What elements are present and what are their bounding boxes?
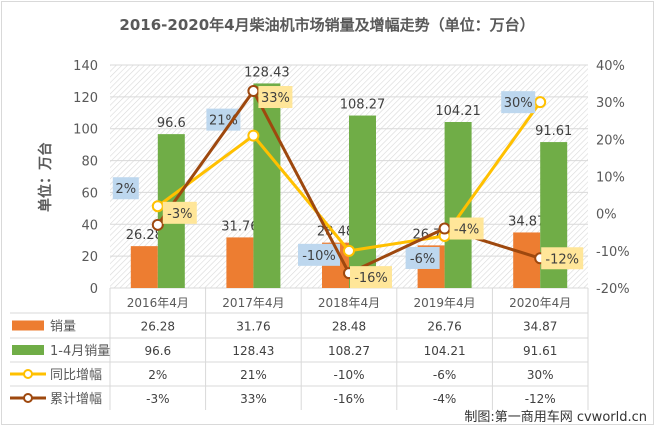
line-data-label-box [206,108,241,131]
y-tick-label: 0 [90,282,98,297]
credit-text: 制图:第一商用车网 cvworld.cn [464,410,647,425]
bar-data-label: 31.76 [221,219,258,234]
table-cell: -4% [433,392,456,406]
line-data-label-box [449,217,484,240]
table-cell: -12% [525,392,556,406]
table-cell: 104.21 [424,344,466,358]
line-data-label: -3% [167,207,192,222]
table-cell: 21% [240,368,267,382]
y-tick-label: 120 [73,91,98,106]
line-marker [151,200,164,213]
line-data-label-box [112,177,139,200]
table-cell: -16% [333,392,364,406]
line-data-label-box [541,247,584,270]
line-data-label-box [162,201,197,224]
x-category-label: 2016年4月 [127,296,189,310]
line-data-label: -4% [454,223,479,238]
bar-data-label: 108.27 [340,98,386,113]
x-category-label: 2017年4月 [222,296,284,310]
table-cell: -6% [433,368,456,382]
line-data-label: 2% [115,182,136,197]
legend-swatch [12,320,44,331]
line-data-label-box [501,91,536,114]
line-data-label: -12% [545,252,579,267]
bar-销量 [130,246,158,288]
line-marker [343,244,355,257]
line-marker [247,85,260,98]
bar-data-label: 91.61 [535,124,572,139]
bar-data-label: 34.87 [508,214,545,229]
table-cell: 28.48 [332,320,366,334]
table-cell: 33% [240,392,267,406]
y2-tick-label: -10% [596,245,630,260]
line-marker [247,129,260,142]
table-cell: 31.76 [236,320,270,334]
bar-销量 [226,237,254,288]
y-tick-label: 100 [73,123,98,138]
table-cell: 26.28 [141,320,175,334]
y-tick-label: 80 [81,155,98,170]
table-cell: 2% [148,368,167,382]
y2-tick-label: 10% [596,171,625,186]
y2-tick-label: 0% [596,208,617,223]
y2-tick-label: -20% [596,282,630,297]
line-marker [151,218,164,231]
x-category-label: 2019年4月 [414,296,476,310]
legend-label: 同比增幅 [50,368,102,383]
y2-tick-label: 20% [596,133,625,148]
bar-data-label: 28.48 [317,225,354,240]
legend-marker [23,369,33,379]
table-cell: 26.76 [427,320,461,334]
line-marker [534,96,547,109]
line-data-label: 30% [504,96,533,111]
legend-label: 销量 [50,320,76,335]
line-data-label: -16% [354,271,388,286]
legend-swatch [12,345,44,355]
line-data-label-box [258,86,293,109]
legend-label: 累计增幅 [50,392,102,407]
bar-data-label: 26.28 [126,228,163,243]
y-tick-label: 40 [81,218,98,233]
y-axis-label: 单位：万台 [37,142,54,212]
line-data-label-box [405,246,440,269]
line-marker [438,222,451,235]
bar-1-4月销量 [349,115,376,289]
table-cell: 128.43 [232,344,274,358]
table-cell: 34.87 [523,320,557,334]
table-cell: 91.61 [523,344,557,358]
y-tick-label: 140 [73,59,98,74]
table-cell: 30% [527,368,554,382]
line-data-label-box [350,266,392,289]
y-tick-label: 20 [81,250,98,265]
x-category-label: 2020年4月 [509,296,571,310]
table-cell: 96.6 [144,344,171,358]
legend-label: 1-4月销量 [50,344,110,359]
legend-marker [23,393,33,403]
bar-data-label: 96.6 [157,116,186,131]
y2-tick-label: 30% [596,96,625,111]
x-category-label: 2018年4月 [318,296,380,310]
y2-tick-label: 40% [596,59,625,74]
table-cell: -10% [333,368,364,382]
table-cell: 108.27 [328,344,370,358]
chart-title: 2016-2020年4月柴油机市场销量及增幅走势（单位：万台） [119,16,534,34]
line-data-label: 33% [261,91,290,106]
line-data-label: -10% [302,249,336,264]
y-tick-label: 60 [81,186,98,201]
bar-data-label: 128.43 [244,65,290,80]
bar-data-label: 104.21 [435,104,481,119]
line-data-label-box [298,243,340,266]
line-data-label: -6% [410,252,435,267]
table-cell: -3% [146,392,169,406]
